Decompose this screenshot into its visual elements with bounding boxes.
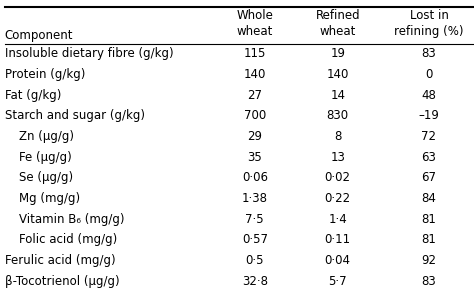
- Text: 35: 35: [247, 151, 262, 164]
- Text: 0·22: 0·22: [325, 192, 351, 205]
- Text: 140: 140: [327, 68, 349, 81]
- Text: Lost in
refining (%): Lost in refining (%): [394, 9, 464, 38]
- Text: Starch and sugar (g/kg): Starch and sugar (g/kg): [5, 109, 145, 123]
- Text: 83: 83: [421, 275, 437, 288]
- Text: 0·11: 0·11: [325, 233, 351, 246]
- Text: 19: 19: [330, 47, 345, 61]
- Text: 8: 8: [334, 130, 341, 143]
- Text: Se (μg/g): Se (μg/g): [19, 171, 73, 184]
- Text: 0·04: 0·04: [325, 254, 351, 267]
- Text: 67: 67: [421, 171, 437, 184]
- Text: 115: 115: [244, 47, 266, 61]
- Text: 32·8: 32·8: [242, 275, 268, 288]
- Text: Insoluble dietary fibre (g/kg): Insoluble dietary fibre (g/kg): [5, 47, 173, 61]
- Text: 5·7: 5·7: [328, 275, 347, 288]
- Text: Component: Component: [5, 29, 73, 42]
- Text: Ferulic acid (mg/g): Ferulic acid (mg/g): [5, 254, 115, 267]
- Text: Vitamin B₆ (mg/g): Vitamin B₆ (mg/g): [19, 213, 125, 226]
- Text: 1·4: 1·4: [328, 213, 347, 226]
- Text: 84: 84: [421, 192, 437, 205]
- Text: 48: 48: [421, 89, 437, 102]
- Text: 0·5: 0·5: [246, 254, 264, 267]
- Text: 0·06: 0·06: [242, 171, 268, 184]
- Text: 14: 14: [330, 89, 345, 102]
- Text: Folic acid (mg/g): Folic acid (mg/g): [19, 233, 117, 246]
- Text: 92: 92: [421, 254, 437, 267]
- Text: 29: 29: [247, 130, 262, 143]
- Text: 0·57: 0·57: [242, 233, 268, 246]
- Text: Fe (μg/g): Fe (μg/g): [19, 151, 72, 164]
- Text: 81: 81: [421, 233, 437, 246]
- Text: β-Tocotrienol (μg/g): β-Tocotrienol (μg/g): [5, 275, 119, 288]
- Text: 63: 63: [421, 151, 437, 164]
- Text: –19: –19: [419, 109, 439, 123]
- Text: 830: 830: [327, 109, 349, 123]
- Text: Refined
wheat: Refined wheat: [315, 9, 360, 38]
- Text: 13: 13: [330, 151, 345, 164]
- Text: Fat (g/kg): Fat (g/kg): [5, 89, 61, 102]
- Text: 0·02: 0·02: [325, 171, 351, 184]
- Text: 72: 72: [421, 130, 437, 143]
- Text: Zn (μg/g): Zn (μg/g): [19, 130, 74, 143]
- Text: Mg (mg/g): Mg (mg/g): [19, 192, 80, 205]
- Text: 81: 81: [421, 213, 437, 226]
- Text: 27: 27: [247, 89, 262, 102]
- Text: Whole
wheat: Whole wheat: [237, 9, 273, 38]
- Text: 700: 700: [244, 109, 266, 123]
- Text: 83: 83: [421, 47, 437, 61]
- Text: 140: 140: [244, 68, 266, 81]
- Text: Protein (g/kg): Protein (g/kg): [5, 68, 85, 81]
- Text: 0: 0: [425, 68, 433, 81]
- Text: 7·5: 7·5: [246, 213, 264, 226]
- Text: 1·38: 1·38: [242, 192, 268, 205]
